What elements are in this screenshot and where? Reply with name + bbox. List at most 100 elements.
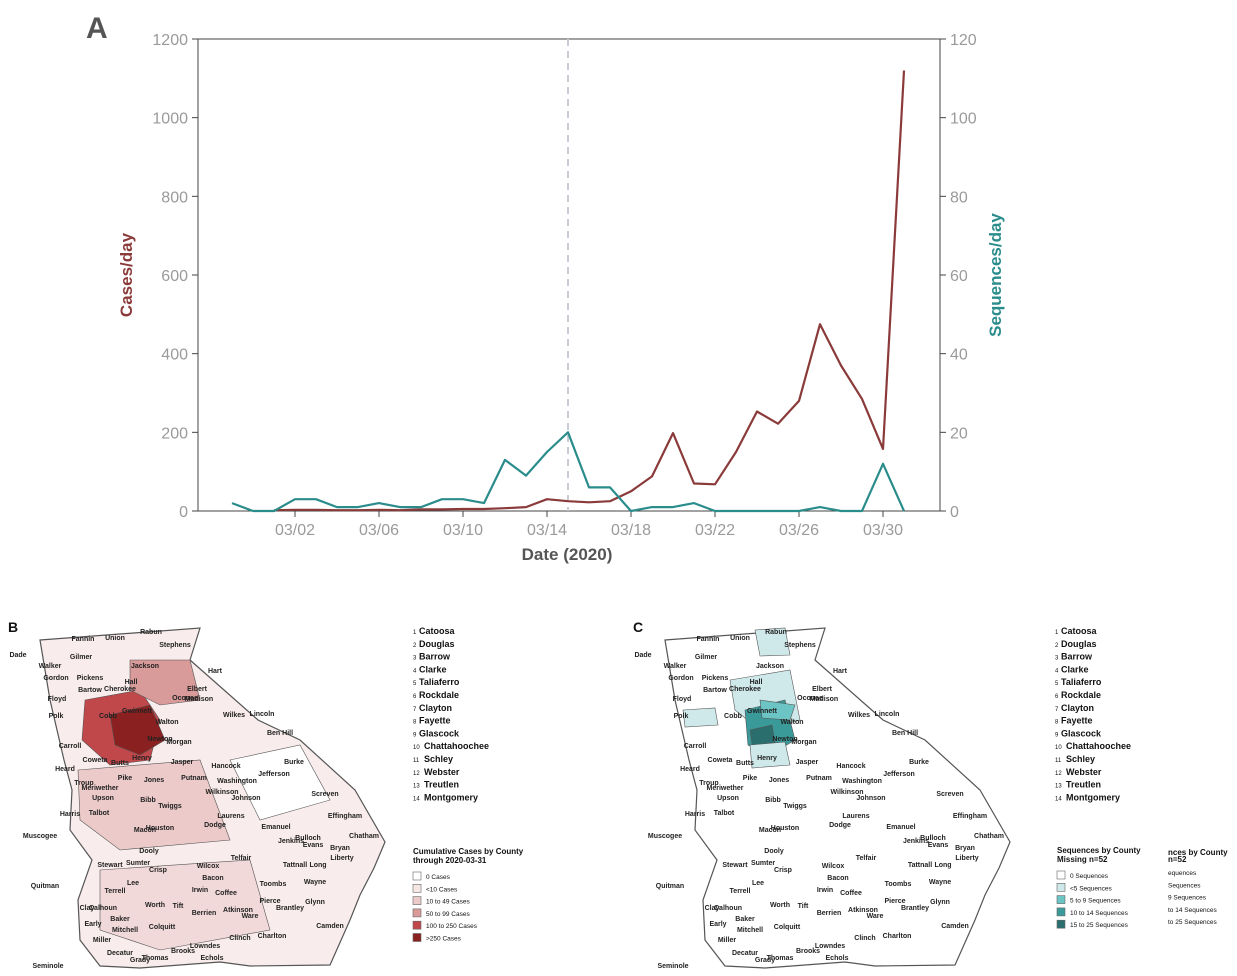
- map-b-core-region: [109, 704, 166, 756]
- map-c-key-name: Chattahoochee: [1066, 741, 1131, 751]
- panel-a-letter: A: [86, 12, 108, 45]
- map-c-key-number: 3: [1055, 656, 1059, 662]
- cases-series-line: [273, 70, 906, 512]
- map-c-county-label: Twiggs: [783, 803, 807, 810]
- map-b-legend-label: 50 to 99 Cases: [426, 911, 470, 918]
- map-c-county-label: Bacon: [827, 875, 848, 882]
- map-c-county-label: Columbia: [609, 0, 641, 2]
- map-b-county-label: Newton: [147, 736, 172, 743]
- map-b-county-label: Polk: [49, 713, 64, 720]
- map-c-county-label: Crisp: [774, 867, 792, 874]
- map-c-county-label: Wayne: [929, 879, 951, 886]
- map-c-ghost-legend-subtitle: n=52: [1168, 855, 1187, 864]
- map-b-county-label: Liberty: [330, 855, 353, 862]
- map-c-legend-label: <5 Sequences: [1070, 885, 1112, 892]
- map-c-county-label: Laurens: [842, 813, 869, 820]
- left-y-tick-label: 200: [161, 425, 188, 442]
- map-b-county-label: Jefferson: [258, 771, 290, 778]
- map-c-legend-swatch: [1056, 895, 1066, 904]
- map-c-county-label: Bulloch: [920, 835, 946, 842]
- map-c-key-number: 4: [1055, 668, 1059, 674]
- map-b-key-number: 7: [413, 707, 417, 713]
- map-b-key-number: 12: [413, 771, 420, 777]
- map-c-county-label: Walton: [780, 719, 803, 726]
- map-c-county-label: Pickens: [702, 675, 729, 682]
- map-c-county-label: Elbert: [812, 686, 833, 693]
- left-y-tick-label: 0: [179, 504, 188, 521]
- map-c-key-name: Treutlen: [1066, 780, 1101, 790]
- map-b-county-label: Walker: [39, 663, 62, 670]
- right-y-tick-label: 80: [950, 189, 968, 206]
- map-b-county-label: Charlton: [258, 933, 287, 940]
- right-y-tick-label: 0: [950, 504, 959, 521]
- map-c-county-label: Bartow: [703, 687, 727, 694]
- map-b-county-label: Telfair: [231, 855, 252, 862]
- map-b-county-label: Johnson: [231, 795, 260, 802]
- left-y-tick-label: 1200: [152, 32, 188, 49]
- map-b-county-label: Tattnall: [283, 862, 307, 869]
- map-b-county-label: Sumter: [126, 860, 150, 867]
- map-c-county-label: Bibb: [765, 797, 781, 804]
- map-b-county-label: Upson: [92, 795, 114, 802]
- map-c-county-label: Clay: [705, 905, 720, 912]
- map-c-county-label: Quitman: [656, 883, 684, 890]
- map-c-key-number: 8: [1055, 720, 1059, 726]
- map-c-county-label: Macon: [759, 827, 781, 834]
- map-c-county-label: Lee: [752, 880, 764, 887]
- map-c-county-label: Stewart: [722, 862, 748, 869]
- map-c-county-label: Chatham: [974, 833, 1004, 840]
- map-b-county-label: Camden: [316, 923, 344, 930]
- map-b-key-name: Taliaferro: [419, 677, 460, 687]
- map-b-key-name: Webster: [424, 767, 460, 777]
- map-b-county-label: Mitchell: [112, 927, 138, 934]
- map-c-county-label: Wilkinson: [831, 789, 864, 796]
- map-c-county-label: Worth: [770, 902, 790, 909]
- map-c-county-label: Dodge: [829, 822, 851, 829]
- left-y-ticks: 0 200 400 600 800 1000 1200: [152, 32, 198, 521]
- map-c-county-label: Tattnall: [908, 862, 932, 869]
- map-c-legend-swatch: [1056, 870, 1066, 880]
- panel-b-letter: B: [8, 619, 18, 635]
- map-c-county-label: Talbot: [714, 810, 735, 817]
- map-c-polk-region: [682, 707, 719, 728]
- map-b-legend-subtitle: through 2020-03-31: [413, 856, 487, 865]
- map-b-county-label: Brantley: [276, 905, 304, 912]
- map-b-county-label: Rabun: [140, 629, 162, 636]
- map-c-county-label: Cobb: [724, 713, 742, 720]
- series-lines: [231, 70, 906, 513]
- map-b-county-label: Screven: [311, 791, 338, 798]
- map-b-county-label: Fannin: [72, 636, 95, 643]
- map-b-county-label: Gilmer: [70, 654, 92, 661]
- map-c-county-label: Berrien: [817, 910, 842, 917]
- map-c-county-label: Pierce: [884, 898, 905, 905]
- map-b-county-label: Heard: [55, 766, 75, 773]
- map-b-county-label: Henry: [132, 755, 152, 762]
- map-b-county-label: Long: [309, 862, 326, 869]
- map-b-county-label: Gwinnett: [122, 708, 153, 715]
- map-c-county-label: Telfair: [856, 855, 877, 862]
- map-c-county-label: Terrell: [730, 888, 751, 895]
- map-c-legend-label: 10 to 14 Sequences: [1070, 910, 1129, 917]
- map-b-county-label: Glynn: [305, 899, 325, 906]
- map-b-county-label: Ben Hill: [267, 730, 293, 737]
- map-c-county-label: Atkinson: [848, 907, 878, 914]
- map-c-county-label: Putnam: [806, 775, 832, 782]
- map-b-county-label: Coweta: [83, 757, 108, 764]
- map-b-east-region: [229, 744, 331, 821]
- map-c-county-label: Long: [934, 862, 951, 869]
- x-ticks: 03/02 03/06 03/10 03/14 03/18 03/22 03/26 03/30: [275, 511, 903, 539]
- map-b-legend-swatch: [412, 896, 422, 905]
- map-b-key-name: Douglas: [419, 639, 455, 649]
- map-b-key-name: Schley: [424, 754, 453, 764]
- map-b-county-label: Hart: [208, 668, 223, 675]
- map-c-key-number: 6: [1055, 694, 1059, 700]
- map-b-key-name: Fayette: [419, 716, 451, 726]
- map-b-county-label: Floyd: [48, 696, 67, 703]
- map-b-county-label: Troup: [74, 780, 93, 787]
- map-b-county-label: Effingham: [328, 813, 362, 820]
- left-y-axis-title: Cases/day: [117, 232, 136, 317]
- map-b-county-label: Irwin: [192, 887, 208, 894]
- map-b-key-number: 3: [413, 656, 417, 662]
- map-c-county-label: Brooks: [796, 948, 820, 955]
